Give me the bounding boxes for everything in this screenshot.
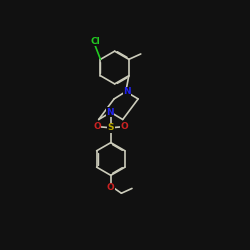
Text: O: O bbox=[93, 122, 101, 131]
Text: O: O bbox=[107, 183, 115, 192]
Text: S: S bbox=[108, 123, 114, 132]
Text: Cl: Cl bbox=[90, 37, 100, 46]
Text: N: N bbox=[106, 108, 114, 117]
Text: N: N bbox=[123, 87, 130, 96]
Text: O: O bbox=[121, 122, 128, 131]
